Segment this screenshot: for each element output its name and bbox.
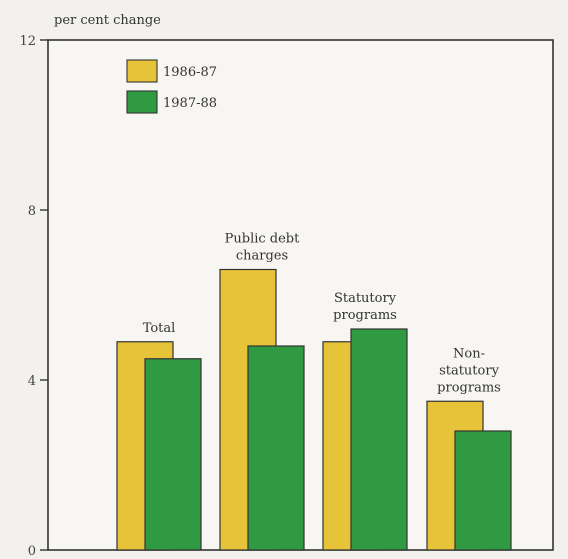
category-label-2: programs — [333, 308, 397, 323]
y-tick-label: 0 — [28, 544, 36, 559]
legend-label-0: 1986-87 — [163, 65, 217, 80]
category-label-1: Public debt — [225, 232, 301, 247]
bar-1987-88-3 — [454, 430, 512, 551]
category-label-2: Statutory — [334, 291, 397, 306]
y-tick-label: 4 — [28, 374, 36, 389]
legend-label-1: 1987-88 — [163, 96, 217, 111]
bar-1987-88-0 — [144, 358, 202, 551]
legend-swatch-1 — [126, 90, 158, 114]
category-label-1: charges — [236, 249, 288, 264]
bar-1987-88-1 — [247, 345, 305, 551]
y-axis-label: per cent change — [54, 13, 161, 28]
legend-swatch-0 — [126, 59, 158, 83]
category-label-0: Total — [143, 321, 176, 336]
y-tick-label: 8 — [28, 204, 36, 219]
category-label-3: statutory — [439, 363, 500, 378]
bar-1987-88-2 — [350, 328, 408, 551]
category-label-3: programs — [437, 380, 501, 395]
category-label-3: Non- — [453, 346, 485, 361]
y-tick-label: 12 — [19, 34, 36, 49]
